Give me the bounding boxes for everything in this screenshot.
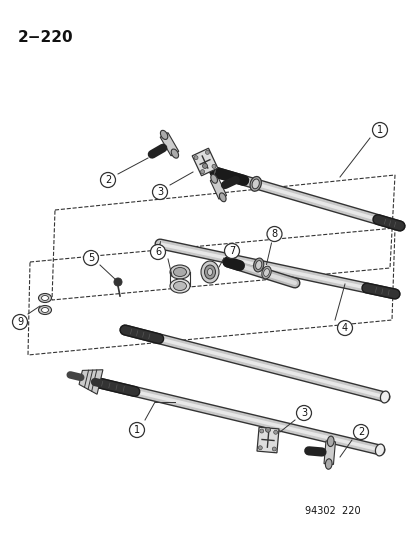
Circle shape <box>205 150 209 155</box>
Text: 3: 3 <box>157 187 163 197</box>
Circle shape <box>152 184 167 199</box>
Text: 6: 6 <box>154 247 161 257</box>
Ellipse shape <box>325 459 331 469</box>
Circle shape <box>129 423 144 438</box>
Ellipse shape <box>38 305 51 314</box>
Text: 9: 9 <box>17 317 23 327</box>
Ellipse shape <box>41 295 48 301</box>
Circle shape <box>83 251 98 265</box>
Circle shape <box>259 429 263 433</box>
Text: 4: 4 <box>341 323 347 333</box>
Circle shape <box>100 173 115 188</box>
Ellipse shape <box>41 308 48 312</box>
Ellipse shape <box>255 261 261 270</box>
Polygon shape <box>210 177 226 199</box>
Circle shape <box>211 164 216 168</box>
Ellipse shape <box>219 193 225 201</box>
Circle shape <box>194 156 197 160</box>
Ellipse shape <box>380 391 389 403</box>
Circle shape <box>372 123 387 138</box>
Ellipse shape <box>204 265 215 279</box>
Ellipse shape <box>375 444 384 456</box>
Ellipse shape <box>327 436 333 447</box>
Ellipse shape <box>38 294 51 303</box>
Text: 2: 2 <box>357 427 363 437</box>
Polygon shape <box>79 370 103 394</box>
Text: 1: 1 <box>376 125 382 135</box>
Text: 2: 2 <box>104 175 111 185</box>
Ellipse shape <box>160 131 167 140</box>
Ellipse shape <box>263 269 269 277</box>
Circle shape <box>296 406 311 421</box>
Polygon shape <box>192 148 217 176</box>
Text: 3: 3 <box>300 408 306 418</box>
Circle shape <box>200 169 204 174</box>
Circle shape <box>266 227 281 241</box>
Ellipse shape <box>261 266 271 279</box>
Circle shape <box>353 424 368 440</box>
Circle shape <box>273 430 277 434</box>
Ellipse shape <box>253 258 263 272</box>
Ellipse shape <box>252 179 259 189</box>
Circle shape <box>114 278 122 286</box>
Ellipse shape <box>171 149 178 158</box>
Circle shape <box>265 427 270 432</box>
Text: 8: 8 <box>271 229 277 239</box>
Circle shape <box>224 244 239 259</box>
Ellipse shape <box>249 176 261 191</box>
Polygon shape <box>256 427 278 453</box>
Text: 2−220: 2−220 <box>18 30 74 45</box>
Ellipse shape <box>173 268 186 277</box>
Ellipse shape <box>210 174 217 183</box>
Ellipse shape <box>201 261 218 283</box>
Text: 7: 7 <box>228 246 235 256</box>
Ellipse shape <box>207 269 212 276</box>
Ellipse shape <box>170 279 190 293</box>
Circle shape <box>12 314 27 329</box>
Circle shape <box>150 245 165 260</box>
Circle shape <box>202 164 207 168</box>
Circle shape <box>258 446 262 450</box>
Text: 1: 1 <box>134 425 140 435</box>
Circle shape <box>337 320 351 335</box>
Polygon shape <box>323 441 335 464</box>
Polygon shape <box>160 133 178 156</box>
Ellipse shape <box>170 265 190 279</box>
Ellipse shape <box>173 281 186 290</box>
Text: 94302  220: 94302 220 <box>304 506 360 516</box>
Text: 5: 5 <box>88 253 94 263</box>
Circle shape <box>272 447 275 451</box>
